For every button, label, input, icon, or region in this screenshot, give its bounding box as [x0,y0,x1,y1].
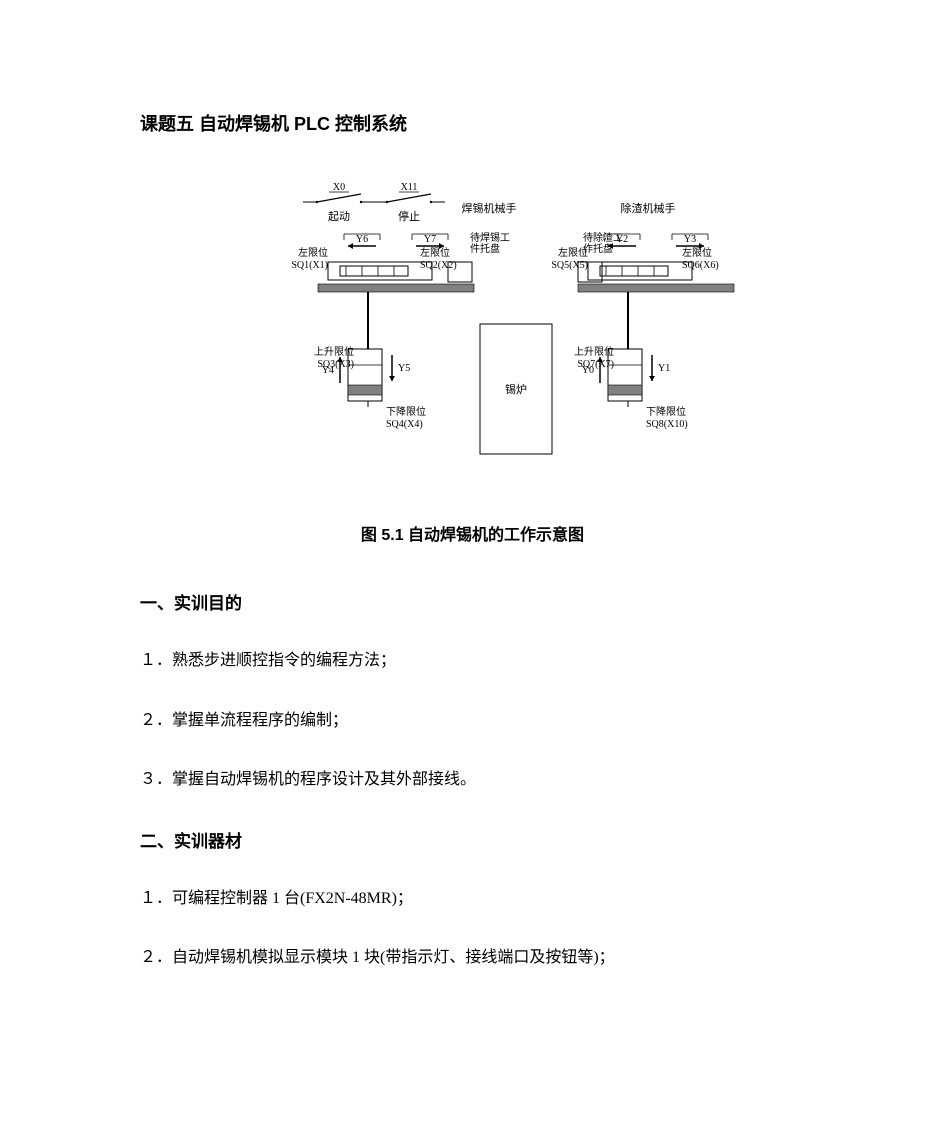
svg-text:左限位: 左限位 [682,246,712,259]
diagram-container: X0起动X11停止焊锡机械手除渣机械手待焊锡工件托盘待除渣工作托盘锡炉Y6Y7左… [208,176,738,491]
list-item: ３．掌握自动焊锡机的程序设计及其外部接线。 [140,767,805,793]
svg-text:Y1: Y1 [658,363,670,374]
document-page: 课题五 自动焊锡机 PLC 控制系统 X0 起动 X11 停止 焊锡机械手 除渣机械手待焊… [0,0,945,1123]
list-item: ２．掌握单流程程序的编制； [140,708,805,734]
svg-text:上升限位: 上升限位 [314,345,354,358]
svg-text:SQ1(X1): SQ1(X1) [291,260,328,271]
section-heading: 一、实训目的 [140,589,805,614]
svg-text:除渣机械手: 除渣机械手 [620,201,675,215]
svg-text:Y5: Y5 [398,363,410,374]
list-item: １．熟悉步进顺控指令的编程方法； [140,648,805,674]
svg-text:上升限位: 上升限位 [574,345,614,358]
section-heading: 二、实训器材 [140,827,805,852]
svg-text:SQ5(X5): SQ5(X5) [551,260,588,271]
svg-text:Y6: Y6 [355,234,367,245]
svg-text:Y2: Y2 [615,234,627,245]
svg-text:Y4: Y4 [321,365,333,376]
svg-text:下降限位: 下降限位 [386,405,426,418]
svg-text:焊锡机械手: 焊锡机械手 [461,201,516,215]
svg-text:下降限位: 下降限位 [646,405,686,418]
svg-text:SQ8(X10): SQ8(X10) [646,419,688,430]
svg-text:Y7: Y7 [423,234,435,245]
schematic-diagram: X0起动X11停止焊锡机械手除渣机械手待焊锡工件托盘待除渣工作托盘锡炉Y6Y7左… [208,176,738,486]
svg-text:锡炉: 锡炉 [505,382,527,396]
svg-text:起动: 起动 [328,210,350,223]
list-item: １．可编程控制器 1 台(FX2N-48MR)； [140,886,805,912]
svg-text:左限位: 左限位 [420,246,450,259]
figure-caption: 图 5.1 自动焊锡机的工作示意图 [140,521,805,545]
svg-text:件托盘: 件托盘 [470,242,500,255]
svg-text:SQ4(X4): SQ4(X4) [386,419,423,430]
list-item: ２．自动焊锡机模拟显示模块 1 块(带指示灯、接线端口及按钮等)； [140,945,805,971]
svg-text:待焊锡工: 待焊锡工 [470,231,510,244]
svg-text:停止: 停止 [398,209,420,223]
svg-text:Y0: Y0 [581,365,593,376]
svg-text:Y3: Y3 [683,234,695,245]
svg-text:左限位: 左限位 [298,246,328,259]
svg-text:左限位: 左限位 [558,246,588,259]
svg-text:X0: X0 [332,182,344,193]
page-title: 课题五 自动焊锡机 PLC 控制系统 [140,110,805,136]
svg-text:X11: X11 [400,182,417,193]
